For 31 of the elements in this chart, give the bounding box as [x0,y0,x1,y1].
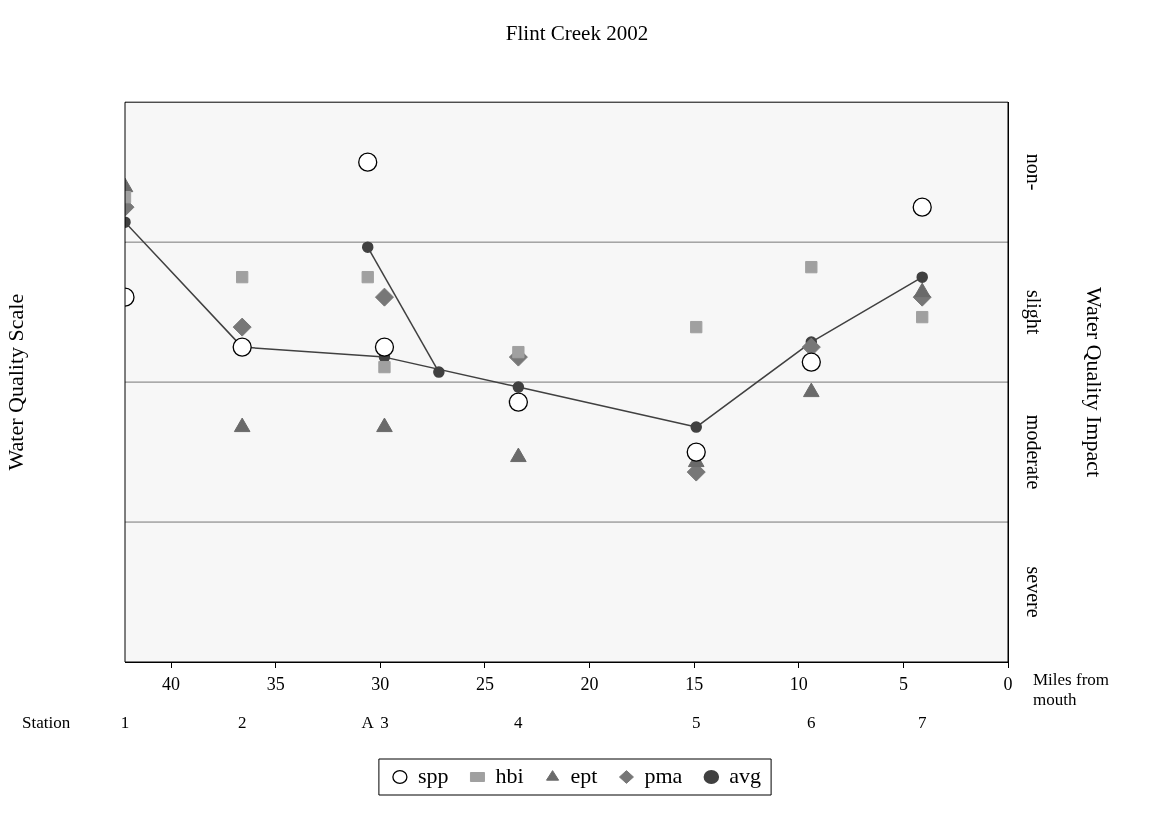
text: 5 [691,713,701,733]
x-tick-label: 40 [162,673,181,694]
band-label: non- [1022,153,1045,191]
text: 6 [807,713,816,733]
text: Station [22,713,71,733]
x-tick-label: 0 [1003,673,1013,694]
text: 3 [380,713,389,733]
text: A [361,713,375,733]
text: 7 [917,713,927,733]
x-axis-title: Miles from mouth [1033,669,1110,709]
band-label: slight [1021,289,1045,335]
legend-label: hbi [495,762,524,788]
x-tick-label: 35 [266,673,285,694]
x-tick-label: 20 [580,673,599,694]
text: 2 [237,713,247,733]
y2-axis-title: Water Quality Impact [1082,287,1108,478]
legend-label: ept [570,762,598,788]
band-label: moderate [1022,414,1045,490]
y-axis-title: Water Quality Scale [2,293,28,471]
x-tick-label: 5 [898,673,908,694]
band-label: severe [1022,566,1045,618]
x-tick-label: 25 [475,673,494,694]
text: 1 [120,713,130,733]
chart-title: Flint Creek 2002 [505,21,649,46]
x-tick-label: 10 [789,673,808,694]
text: 4 [514,713,524,733]
legend-label: pma [644,762,683,788]
legend-label: avg [729,762,762,788]
x-tick-label: 15 [685,673,704,694]
legend-label: spp [417,762,449,788]
x-tick-label: 30 [371,673,390,694]
